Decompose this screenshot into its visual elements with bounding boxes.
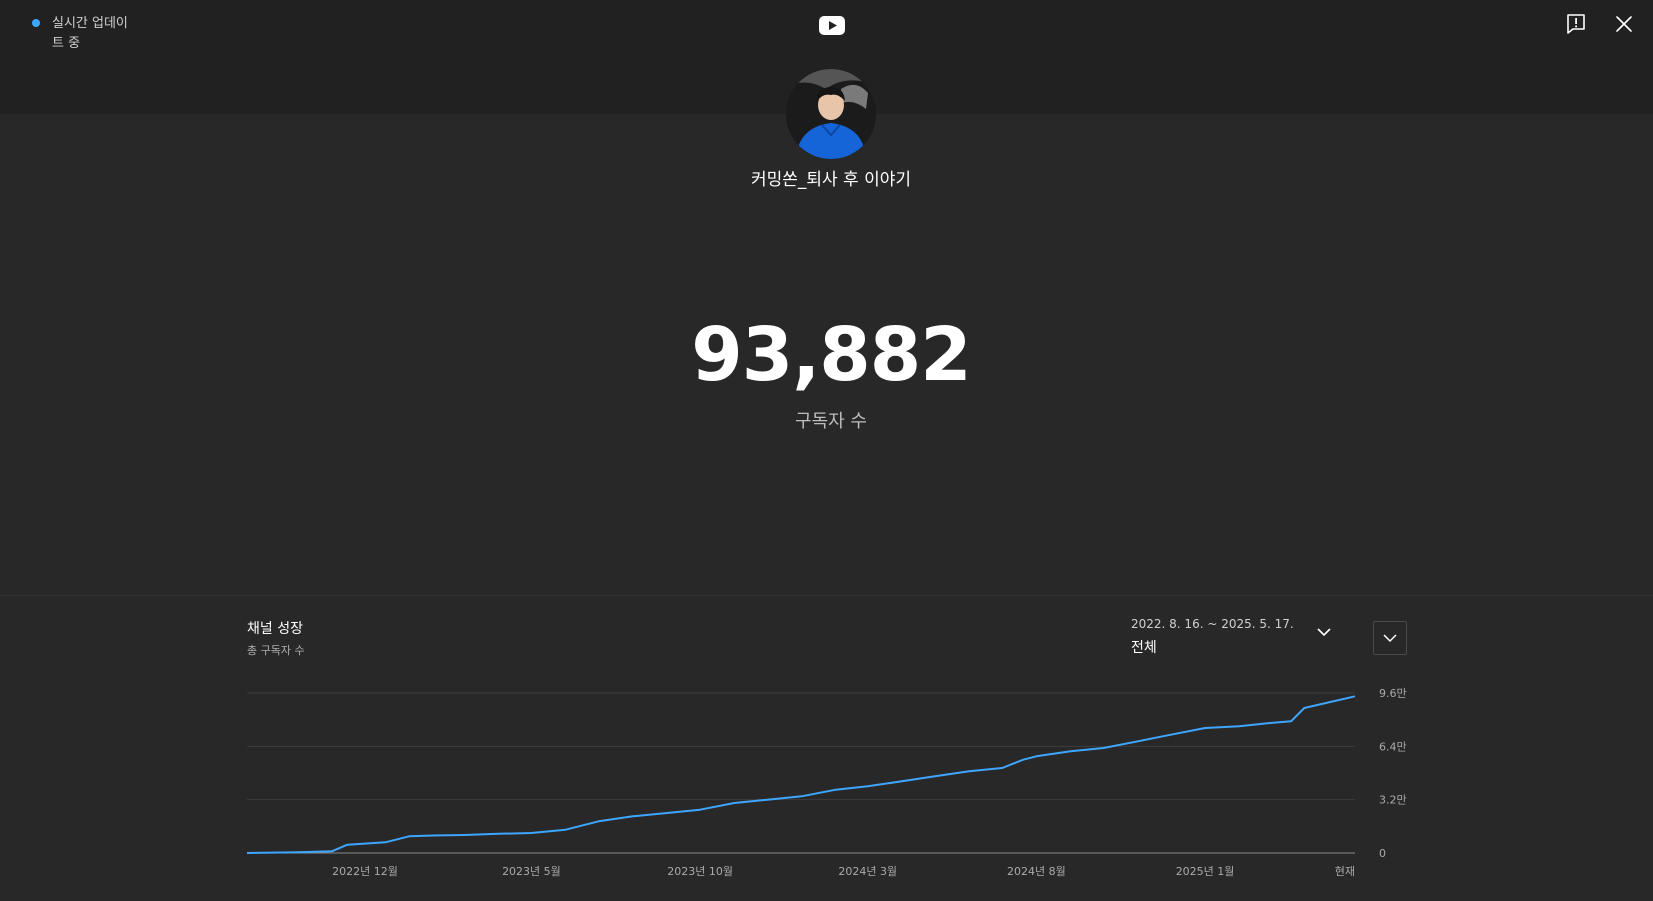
live-status: 실시간 업데이트 중 [32,14,152,54]
live-status-text: 실시간 업데이트 중 [52,16,128,51]
youtube-logo-icon [819,16,845,35]
y-tick-label: 9.6만 [1379,687,1407,700]
date-range-dropdown[interactable]: 2022. 8. 16. ~ 2025. 5. 17. 전체 [1131,614,1339,658]
subscriber-label: 구독자 수 [795,411,867,432]
y-tick-label: 0 [1379,847,1386,860]
close-icon[interactable] [1613,13,1635,35]
chevron-down-icon [1383,634,1397,643]
avatar-image [786,69,876,159]
feedback-report-icon[interactable] [1565,13,1587,35]
subscriber-count: 93,882 [691,312,972,398]
growth-subtitle: 총 구독자 수 [247,644,305,657]
x-tick-label: 2024년 8월 [1007,865,1066,878]
channel-name: 커밍쏜_퇴사 후 이야기 [750,170,912,190]
growth-title: 채널 성장 [247,621,303,637]
subscriber-growth-chart: 0 3.2만 6.4만 9.6만 2022년 12월 2023년 5월 2023년 10월 2… [246,687,1407,878]
x-tick-label: 2023년 5월 [502,865,561,878]
y-tick-label: 6.4만 [1379,740,1407,753]
section-divider [0,595,1653,596]
x-tick-label: 2025년 1월 [1176,865,1235,878]
x-tick-label: 2022년 12월 [332,865,398,878]
x-tick-label: 현재 [1335,865,1355,878]
chevron-down-icon [1317,628,1331,637]
channel-avatar[interactable] [786,69,876,159]
live-dot-icon [32,19,40,27]
y-tick-label: 3.2만 [1379,794,1407,807]
date-range-value: 전체 [1131,640,1157,656]
x-tick-label: 2024년 3월 [838,865,897,878]
x-tick-label: 2023년 10월 [667,865,733,878]
date-range-dates: 2022. 8. 16. ~ 2025. 5. 17. [1131,617,1294,631]
expand-chart-button[interactable] [1373,621,1407,655]
series-line [246,695,1356,854]
